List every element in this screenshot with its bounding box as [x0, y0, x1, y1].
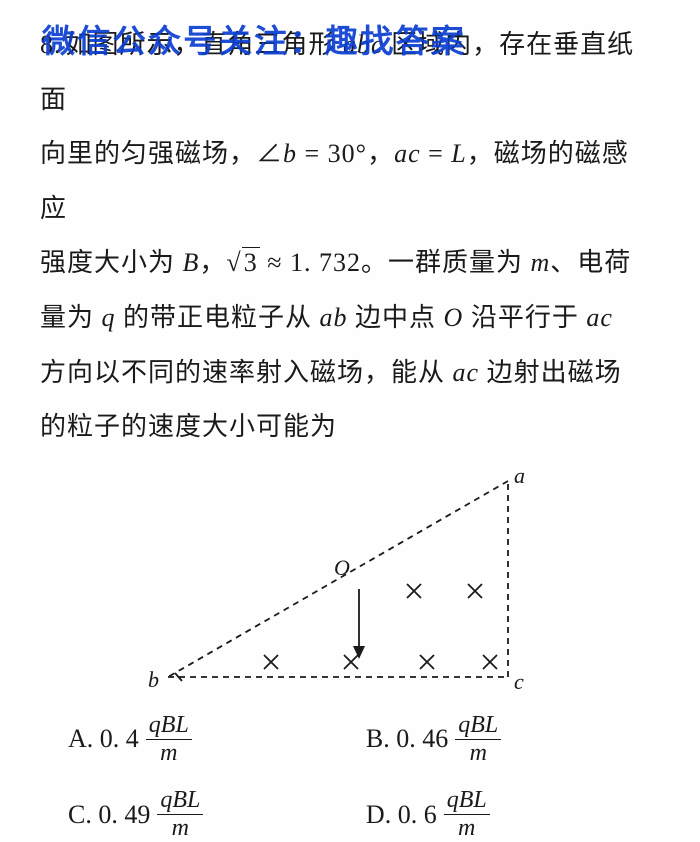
svg-text:O: O — [334, 555, 350, 580]
var-ab: ab — [320, 303, 348, 332]
option-d-num: qBL — [444, 788, 490, 815]
option-a-fraction: qBL m — [146, 713, 192, 766]
option-b-num: qBL — [455, 713, 501, 740]
question-body: 8.如图所示，直角三角形 abc 区域内，存在垂直纸面 向里的匀强磁场，∠b =… — [40, 18, 645, 455]
var-q: q — [102, 303, 116, 332]
var-B: B — [183, 248, 200, 277]
text-part: = — [421, 139, 452, 168]
text-part: 、电荷 — [550, 248, 631, 277]
triangle-diagram: a b c O — [113, 463, 573, 703]
option-d-fraction: qBL m — [444, 788, 490, 841]
svg-text:a: a — [514, 463, 525, 488]
option-c-num: qBL — [157, 788, 203, 815]
sqrt-3: 3 — [226, 236, 259, 291]
option-d-den: m — [455, 815, 478, 841]
option-d: D. 0. 6 qBL m — [366, 788, 625, 841]
var-O: O — [444, 303, 464, 332]
text-part: 向里的匀强磁场，∠ — [40, 139, 283, 168]
var-L: L — [451, 139, 466, 168]
var-m: m — [530, 248, 550, 277]
option-a: A. 0. 4 qBL m — [68, 713, 366, 766]
text-part: 沿平行于 — [463, 303, 586, 332]
option-c-den: m — [169, 815, 192, 841]
var-ac2: ac — [586, 303, 613, 332]
watermark-overlay: 微信公众号关注：趣找答案 — [42, 16, 466, 62]
option-c-label: C. 0. 49 — [68, 800, 150, 830]
text-part: 的粒子的速度大小可能为 — [40, 412, 337, 441]
text-part: 量为 — [40, 303, 102, 332]
text-part: ≈ 1. 732。一群质量为 — [260, 248, 531, 277]
text-part: 方向以不同的速率射入磁场，能从 — [40, 358, 453, 387]
option-a-label: A. 0. 4 — [68, 724, 139, 754]
option-b-label: B. 0. 46 — [366, 724, 448, 754]
option-c-fraction: qBL m — [157, 788, 203, 841]
text-part: ， — [199, 248, 226, 277]
var-b: b — [283, 139, 297, 168]
option-b-den: m — [467, 740, 490, 766]
text-part: = 30°， — [297, 139, 394, 168]
text-part: 强度大小为 — [40, 248, 183, 277]
option-b: B. 0. 46 qBL m — [366, 713, 625, 766]
text-part: 边中点 — [348, 303, 444, 332]
options-grid: A. 0. 4 qBL m B. 0. 46 qBL m C. 0. 49 qB… — [40, 713, 645, 842]
option-a-num: qBL — [146, 713, 192, 740]
option-b-fraction: qBL m — [455, 713, 501, 766]
text-part: 的带正电粒子从 — [116, 303, 320, 332]
option-d-label: D. 0. 6 — [366, 800, 437, 830]
svg-text:b: b — [148, 667, 159, 692]
var-ac3: ac — [453, 358, 480, 387]
diagram-container: a b c O — [40, 463, 645, 703]
option-a-den: m — [157, 740, 180, 766]
var-ac: ac — [394, 139, 421, 168]
option-c: C. 0. 49 qBL m — [68, 788, 366, 841]
svg-text:c: c — [514, 669, 524, 694]
text-part: 边射出磁场 — [479, 358, 622, 387]
sqrt-inner: 3 — [242, 247, 260, 277]
